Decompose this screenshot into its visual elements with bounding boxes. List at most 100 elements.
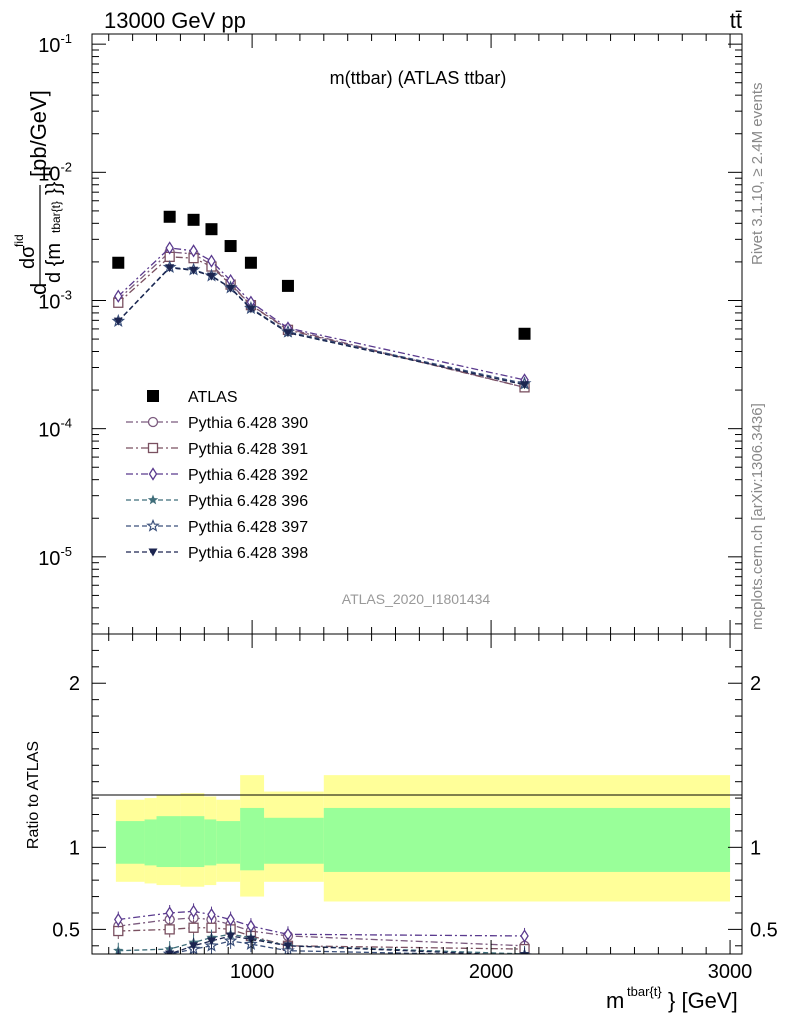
data-point [187,213,200,226]
green-band-segment [144,819,157,866]
ratio-axes: 0.5 0.5 1 1 2 2 1000 2000 3000 [52,634,778,983]
svg-text:} [GeV]: } [GeV] [668,988,738,1013]
green-band-segment [180,816,205,868]
x-tick-label: 2000 [469,961,514,983]
green-band-segment [264,817,324,864]
legend-label: Pythia 6.428 396 [188,493,308,510]
legend-marker [148,467,158,481]
data-point [520,381,530,390]
legend-label: Pythia 6.428 397 [188,519,308,536]
ratio-y-tick-label-right: 0.5 [750,919,778,941]
process-label: tt̄ [730,8,742,33]
legend-label: Pythia 6.428 391 [188,441,308,458]
series-line [117,267,525,386]
ratio-y-tick-label-left: 0.5 [52,919,80,941]
series-line [117,256,525,388]
legend-entry: Pythia 6.428 392 [126,467,308,484]
series-pythia-6-428-390 [113,246,530,393]
ratio-line [118,927,525,950]
ratio-series-pythia-6-428-392 [114,903,529,944]
data-point [163,210,176,223]
ratio-y-tick-label-left: 2 [69,673,80,695]
series-line [117,251,525,388]
series-pythia-6-428-396 [113,262,530,390]
svg-text:[pb/GeV]: [pb/GeV] [26,90,51,177]
series-pythia-6-428-397 [111,259,532,390]
ratio-line [118,910,525,937]
data-point [207,254,216,268]
plot-title: m(ttbar) (ATLAS ttbar) [330,68,507,88]
legend-entry: Pythia 6.428 397 [126,518,308,536]
analysis-watermark: ATLAS_2020_I1801434 [342,591,491,607]
legend-entry: Pythia 6.428 396 [126,493,308,510]
y-tick-label: 10-3 [38,287,72,313]
mcplots-reference-label: mcplots.cern.ch [arXiv:1306.3436] [749,403,766,630]
data-point [518,327,531,340]
legend-entry: Pythia 6.428 398 [126,545,308,562]
legend-label: Pythia 6.428 398 [188,545,308,562]
ratio-point [189,904,198,919]
x-tick-label: 3000 [708,961,753,983]
ratio-point [165,906,174,920]
series-line [117,267,525,386]
main-panel-frame [91,33,743,635]
ratio-panel: 0.5 0.5 1 1 2 2 1000 2000 3000 [52,633,778,983]
green-band-segment [323,807,731,872]
data-point [206,272,216,281]
ratio-point [165,950,175,954]
ratio-point [206,937,216,946]
data-point [224,240,237,253]
legend: ATLAS Pythia 6.428 390 Pythia 6.428 391 Pyt… [126,389,308,562]
green-band-segment [216,821,241,864]
svg-text:d: d [26,283,51,295]
data-point [281,279,294,292]
data-point [114,289,123,303]
ratio-point [113,925,124,937]
legend-entry: ATLAS [147,389,238,406]
data-point [205,223,218,236]
ratio-series-pythia-6-428-398 [113,927,530,954]
ratio-point [520,952,530,954]
legend-marker [147,494,159,505]
ratio-point [246,935,256,944]
ratio-y-tick-label-right: 2 [750,673,761,695]
y-tick-label: 10-1 [38,31,72,57]
legend-entry: Pythia 6.428 390 [126,415,308,432]
ratio-point [283,942,293,951]
legend-entry: Pythia 6.428 391 [126,441,308,458]
data-point [283,329,293,338]
legend-marker [147,416,159,428]
data-point [226,284,236,293]
svg-text:d {m: d {m [43,243,65,283]
data-point [244,256,257,269]
ratio-point [189,942,199,951]
ratio-y-tick-label-right: 1 [750,837,761,859]
svg-text:tbar{t}: tbar{t} [627,984,662,999]
data-point [189,244,198,258]
svg-text:tbar{t}: tbar{t} [49,201,63,233]
data-point [246,305,256,314]
ratio-point [226,912,235,927]
data-point [165,241,174,255]
green-band-segment [156,816,181,868]
series-atlas [112,210,531,340]
ratio-line [118,917,525,947]
y-tick-label: 10-2 [38,159,72,185]
green-band-segment [204,819,217,866]
ratio-panel-frame [91,633,743,955]
legend-marker [147,390,159,402]
data-point [112,256,125,269]
ratio-line [118,933,525,954]
legend-label: Pythia 6.428 390 [188,415,308,432]
ratio-point [520,929,529,943]
main-panel: m(ttbar) (ATLAS ttbar) ATLAS_2020_I18014… [38,31,743,635]
svg-text:dσ: dσ [17,245,39,269]
ratio-point [164,924,175,935]
ratio-series-pythia-6-428-396 [113,926,530,954]
main-y-axis-label: d dσ fid d {m tbar{t} }} [pb/GeV] [12,90,65,295]
legend-marker [148,548,158,557]
ratio-series [113,903,532,954]
main-series [111,210,532,393]
uncertainty-bands [115,775,731,902]
